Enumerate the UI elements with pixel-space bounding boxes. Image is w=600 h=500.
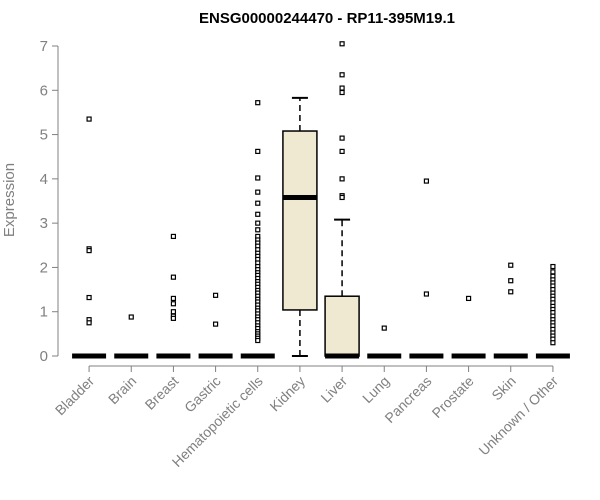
x-tick-label: Skin (488, 373, 519, 404)
box-breast (156, 233, 191, 359)
outlier-point (255, 189, 261, 195)
box-gastric (198, 292, 233, 359)
outlier-point (128, 314, 134, 320)
outlier-point (339, 85, 345, 91)
box-unknown-other (535, 263, 570, 359)
outlier-point (423, 291, 430, 297)
outlier-point (255, 148, 261, 154)
x-tick-label: Pancreas (381, 373, 434, 426)
outlier-point (86, 248, 92, 254)
box-body (282, 130, 318, 311)
outlier-point (255, 220, 261, 226)
y-tick-label: 0 (40, 348, 48, 365)
outlier-point (170, 274, 177, 280)
box-brain (114, 314, 149, 359)
x-tick-label: Prostate (429, 373, 477, 421)
x-tick-label: Brain (105, 373, 139, 407)
outlier-point (508, 278, 514, 284)
outlier-point (339, 89, 345, 96)
outlier-point (170, 315, 177, 321)
box-prostate (451, 295, 486, 359)
outlier-point (339, 72, 345, 78)
x-tick-label: Liver (317, 373, 350, 406)
x-tick-label: Kidney (266, 373, 308, 415)
y-tick-label: 6 (40, 82, 48, 99)
outlier-point (550, 269, 556, 275)
y-tick-label: 3 (40, 215, 48, 232)
outlier-point (339, 148, 345, 154)
outlier-point (212, 292, 219, 298)
box-kidney (282, 96, 318, 357)
outlier-point (170, 295, 177, 302)
outlier-point (381, 325, 387, 331)
outlier-point (550, 340, 556, 346)
box-hematopoietic-cells (240, 100, 275, 359)
outlier-point (255, 337, 261, 344)
x-tick-label: Breast (142, 373, 182, 413)
y-axis: 0 1 2 3 4 5 6 7 (40, 38, 59, 365)
outlier-point (255, 227, 261, 233)
outlier-point (550, 263, 556, 270)
outlier-point (86, 116, 92, 122)
x-tick-label: Bladder (52, 373, 98, 419)
box-liver (324, 41, 360, 359)
outlier-point (212, 321, 219, 327)
box-lung (367, 325, 402, 359)
outlier-point (255, 100, 261, 106)
outlier-point (170, 301, 177, 307)
outlier-point (508, 289, 514, 295)
x-tick-label: Lung (359, 373, 392, 406)
outlier-point (339, 194, 345, 201)
y-axis-label: Expression (1, 163, 18, 237)
outlier-point (339, 176, 345, 182)
chart-title: ENSG00000244470 - RP11-395M19.1 (199, 10, 455, 27)
outlier-point (86, 320, 92, 326)
y-tick-label: 1 (40, 304, 48, 321)
x-tick-label: Unknown / Other (475, 373, 561, 459)
outlier-point (255, 175, 261, 181)
y-tick-label: 4 (40, 171, 48, 188)
box-body (324, 295, 360, 357)
outlier-point (339, 135, 345, 141)
outlier-point (255, 200, 261, 206)
y-tick-label: 7 (40, 38, 48, 55)
y-tick-label: 2 (40, 259, 48, 276)
outlier-point (86, 294, 92, 301)
outlier-point (423, 178, 430, 184)
outlier-point (255, 211, 261, 217)
box-pancreas (409, 178, 444, 359)
box-bladder (72, 116, 107, 359)
box-skin (493, 262, 528, 359)
outlier-point (170, 233, 177, 240)
y-tick-label: 5 (40, 127, 48, 144)
outlier-point (465, 295, 472, 302)
outlier-point (508, 262, 514, 268)
box-series (72, 41, 570, 359)
outlier-point (170, 309, 177, 315)
outlier-point (339, 41, 345, 47)
